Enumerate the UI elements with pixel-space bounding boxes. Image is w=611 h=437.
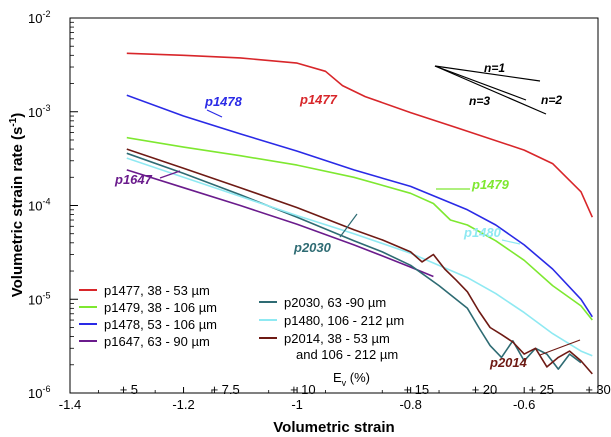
ev-tick-mark: + bbox=[585, 382, 593, 397]
svg-text:p1478, 53 - 106 µm: p1478, 53 - 106 µm bbox=[104, 317, 217, 332]
y-tick-label: 10-3 bbox=[28, 103, 50, 120]
y-tick-label: 10-6 bbox=[28, 384, 50, 401]
y-axis-title-group: Volumetric strain rate (s-1) bbox=[8, 113, 26, 298]
leader-p2030 bbox=[339, 213, 358, 238]
x-axis-title: Volumetric strain bbox=[273, 419, 394, 436]
series-line-p1478 bbox=[126, 94, 593, 318]
slope-label-n3: n=3 bbox=[469, 94, 490, 108]
series-line-p2014 bbox=[126, 148, 593, 375]
ev-axis-title: Ev (%) bbox=[333, 370, 370, 388]
legend-item-p2030: p2030, 63 -90 µm bbox=[259, 295, 386, 310]
series-line-p1479 bbox=[126, 136, 593, 321]
curve-label-p1647: p1647 bbox=[114, 172, 153, 187]
curve-label-p2030: p2030 bbox=[293, 240, 332, 255]
slope-label-n2: n=2 bbox=[541, 93, 562, 107]
ev-tick-label: 15 bbox=[415, 382, 429, 397]
ev-tick-mark: + bbox=[404, 382, 412, 397]
ev-tick-mark: + bbox=[529, 382, 537, 397]
leader-p1647 bbox=[159, 170, 181, 179]
ev-tick-label: 10 bbox=[301, 382, 315, 397]
curve-labels: p1477 p1478 p1479 p1647 p2030 p1480 p201… bbox=[114, 92, 581, 370]
y-axis-title: Volumetric strain rate (s-1) bbox=[8, 113, 26, 298]
ev-tick-label: 25 bbox=[540, 382, 554, 397]
series-lines bbox=[126, 52, 594, 375]
y-axis: 10-6 10-5 10-4 10-3 10-2 bbox=[28, 9, 78, 401]
slope-label-n1: n=1 bbox=[484, 61, 505, 75]
ev-tick-label: 7.5 bbox=[222, 382, 240, 397]
ev-tick-mark: + bbox=[290, 382, 298, 397]
ev-tick-label: 5 bbox=[131, 382, 138, 397]
series-line-p1647 bbox=[126, 169, 434, 278]
ev-tick-label: 30 bbox=[596, 382, 610, 397]
y-tick-label: 10-4 bbox=[28, 197, 50, 214]
y-tick-label: 10-5 bbox=[28, 290, 50, 307]
x-axis-title-group: Volumetric strain bbox=[273, 419, 394, 436]
series-line-p1477 bbox=[126, 52, 594, 218]
legend-item-p1478: p1478, 53 - 106 µm bbox=[79, 317, 217, 332]
x-tick-label: -1.2 bbox=[172, 397, 194, 412]
curve-label-p2014: p2014 bbox=[489, 355, 528, 370]
svg-text:p2030, 63 -90 µm: p2030, 63 -90 µm bbox=[284, 295, 386, 310]
x-tick-label: -1 bbox=[291, 397, 303, 412]
svg-text:p2014, 38 - 53 µm: p2014, 38 - 53 µm bbox=[284, 331, 390, 346]
x-axis: -1.4 -1.2 -1 -0.8 -0.6 bbox=[59, 387, 553, 412]
series-line-p1480 bbox=[126, 157, 593, 357]
svg-text:p1647, 63 - 90 µm: p1647, 63 - 90 µm bbox=[104, 334, 210, 349]
ev-tick-label: 20 bbox=[483, 382, 497, 397]
ev-tick-mark: + bbox=[211, 382, 219, 397]
svg-text:p1477, 38 - 53 µm: p1477, 38 - 53 µm bbox=[104, 283, 210, 298]
ev-tick-mark: + bbox=[120, 382, 128, 397]
legend-item-p1480: p1480, 106 - 212 µm bbox=[259, 313, 404, 328]
svg-text:p1480, 106 - 212 µm: p1480, 106 - 212 µm bbox=[284, 313, 404, 328]
legend-item-p1647: p1647, 63 - 90 µm bbox=[79, 334, 210, 349]
leader-p2014 bbox=[539, 339, 581, 356]
legend-item-p1477: p1477, 38 - 53 µm bbox=[79, 283, 210, 298]
x-tick-label: -0.8 bbox=[399, 397, 421, 412]
leader-p1480 bbox=[501, 239, 521, 245]
leader-p1478 bbox=[206, 109, 223, 118]
legend: p1477, 38 - 53 µm p1479, 38 - 106 µm p14… bbox=[79, 283, 404, 362]
legend-item-p1479: p1479, 38 - 106 µm bbox=[79, 300, 217, 315]
svg-text:p1479, 38 - 106 µm: p1479, 38 - 106 µm bbox=[104, 300, 217, 315]
curve-label-p1479: p1479 bbox=[471, 177, 510, 192]
svg-text:and 106 - 212 µm: and 106 - 212 µm bbox=[296, 347, 398, 362]
x-tick-label: -1.4 bbox=[59, 397, 81, 412]
x-tick-label: -0.6 bbox=[513, 397, 535, 412]
y-tick-label: 10-2 bbox=[28, 9, 50, 26]
slope-indicator: n=1 n=2 n=3 bbox=[434, 61, 562, 115]
curve-label-p1477: p1477 bbox=[299, 92, 338, 107]
series-line-p2030 bbox=[126, 152, 582, 370]
ev-tick-mark: + bbox=[472, 382, 480, 397]
legend-item-p2014: p2014, 38 - 53 µm and 106 - 212 µm bbox=[259, 331, 398, 362]
curve-label-p1480: p1480 bbox=[463, 225, 502, 240]
curve-label-p1478: p1478 bbox=[204, 94, 243, 109]
